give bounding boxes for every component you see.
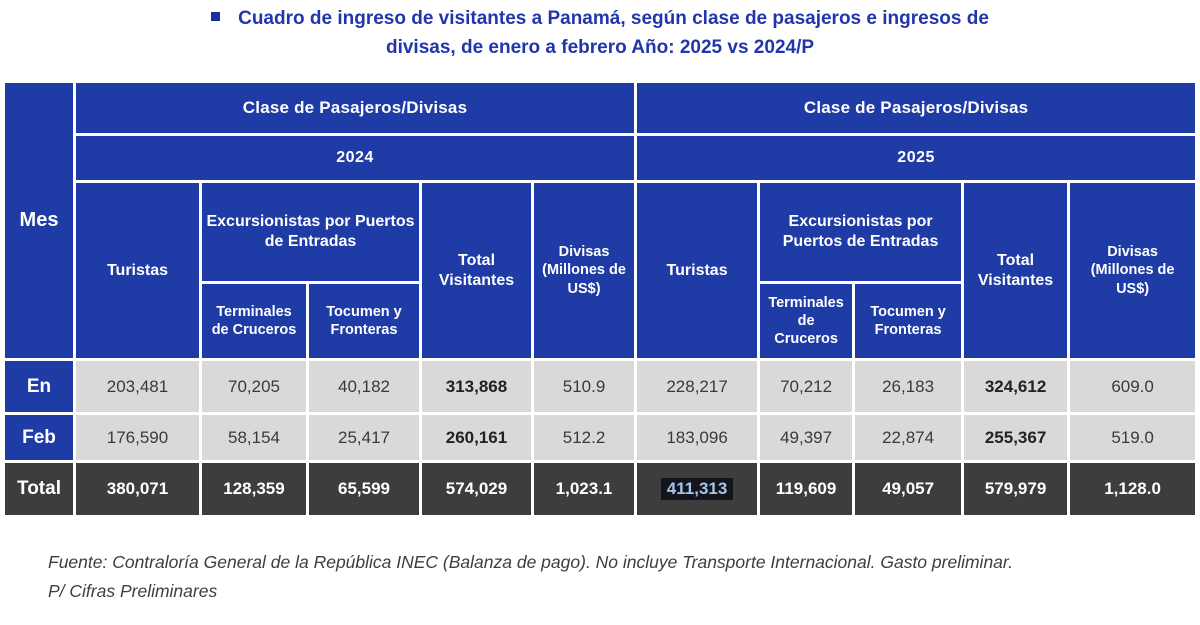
row-label-feb: Feb bbox=[5, 415, 73, 460]
col-header-total-visitantes-2024: Total Visitantes bbox=[422, 183, 531, 358]
source-note: Fuente: Contraloría General de la Repúbl… bbox=[48, 548, 1188, 606]
header-mes: Mes bbox=[5, 83, 73, 358]
table-row: Mes Clase de Pasajeros/Divisas Clase de … bbox=[5, 83, 1196, 358]
row-label-en: En bbox=[5, 361, 73, 412]
col-header-terminales-2025: Terminales de Cruceros bbox=[760, 284, 853, 358]
header-year-2025: 2025 bbox=[637, 136, 1196, 180]
cell-feb-total-2025: 255,367 bbox=[964, 415, 1068, 460]
cell-total-divisas-2024: 1,023.1 bbox=[534, 463, 635, 515]
cell-en-terminales-2025: 70,212 bbox=[760, 361, 853, 412]
cell-total-divisas-2025: 1,128.0 bbox=[1070, 463, 1196, 515]
table-row: Turistas Excursionistas por Puertos de E… bbox=[5, 183, 1196, 358]
bullet-square-icon bbox=[211, 12, 221, 22]
col-header-total-visitantes-2025: Total Visitantes bbox=[964, 183, 1068, 358]
table-row-total: Total 380,071 128,359 65,599 574,029 1,0… bbox=[5, 463, 1196, 515]
cell-feb-tocumen-2024: 25,417 bbox=[309, 415, 419, 460]
title-line-2: divisas, de enero a febrero Año: 2025 vs… bbox=[385, 36, 815, 58]
source-note-line-2: P/ Cifras Preliminares bbox=[48, 580, 218, 601]
cell-feb-turistas-2025: 183,096 bbox=[637, 415, 758, 460]
cell-feb-terminales-2025: 49,397 bbox=[760, 415, 853, 460]
col-header-tocumen-2024: Tocumen y Fronteras bbox=[309, 284, 419, 358]
cell-en-turistas-2025: 228,217 bbox=[637, 361, 758, 412]
cell-feb-tocumen-2025: 22,874 bbox=[855, 415, 962, 460]
col-header-turistas-2024: Turistas bbox=[76, 183, 199, 358]
selected-text-highlight: 411,313 bbox=[660, 478, 734, 500]
table-row: Terminales de Cruceros Tocumen y Fronter… bbox=[5, 284, 1195, 358]
cell-feb-turistas-2024: 176,590 bbox=[76, 415, 199, 460]
cell-total-turistas-2025: 411,313 bbox=[637, 463, 758, 515]
cell-en-tocumen-2024: 40,182 bbox=[309, 361, 419, 412]
col-header-divisas-2024: Divisas (Millones de US$) bbox=[534, 183, 635, 358]
cell-total-tocumen-2025: 49,057 bbox=[855, 463, 962, 515]
title-line-1: Cuadro de ingreso de visitantes a Panamá… bbox=[238, 8, 989, 29]
table-row: 2024 2025 bbox=[5, 136, 1196, 180]
cell-total-total-2024: 574,029 bbox=[422, 463, 531, 515]
visitors-table: Mes Clase de Pasajeros/Divisas Clase de … bbox=[2, 80, 1199, 518]
cell-feb-terminales-2024: 58,154 bbox=[202, 415, 306, 460]
cell-en-divisas-2025: 609.0 bbox=[1070, 361, 1196, 412]
cell-total-turistas-2024: 380,071 bbox=[76, 463, 199, 515]
cell-en-turistas-2024: 203,481 bbox=[76, 361, 199, 412]
cell-en-divisas-2024: 510.9 bbox=[534, 361, 635, 412]
col-header-divisas-2025: Divisas (Millones de US$) bbox=[1070, 183, 1196, 358]
cell-total-tocumen-2024: 65,599 bbox=[309, 463, 419, 515]
cell-total-terminales-2025: 119,609 bbox=[760, 463, 853, 515]
table-row-enero: En 203,481 70,205 40,182 313,868 510.9 2… bbox=[5, 361, 1196, 412]
cell-feb-divisas-2024: 512.2 bbox=[534, 415, 635, 460]
col-header-turistas-2025: Turistas bbox=[637, 183, 758, 358]
header-group-2024: Clase de Pasajeros/Divisas bbox=[76, 83, 635, 133]
row-label-total: Total bbox=[5, 463, 73, 515]
cell-total-terminales-2024: 128,359 bbox=[202, 463, 306, 515]
source-note-line-1: Fuente: Contraloría General de la Repúbl… bbox=[48, 552, 1013, 572]
cell-feb-divisas-2025: 519.0 bbox=[1070, 415, 1196, 460]
col-header-excursionistas-2024: Excursionistas por Puertos de Entradas bbox=[202, 183, 419, 281]
table-row-febrero: Feb 176,590 58,154 25,417 260,161 512.2 … bbox=[5, 415, 1196, 460]
cell-total-total-2025: 579,979 bbox=[964, 463, 1068, 515]
cell-en-terminales-2024: 70,205 bbox=[202, 361, 306, 412]
col-header-excursionistas-2025: Excursionistas por Puertos de Entradas bbox=[760, 183, 962, 281]
cell-feb-total-2024: 260,161 bbox=[422, 415, 531, 460]
col-header-terminales-2024: Terminales de Cruceros bbox=[202, 284, 306, 358]
cell-en-total-2025: 324,612 bbox=[964, 361, 1068, 412]
col-header-tocumen-2025: Tocumen y Fronteras bbox=[855, 284, 962, 358]
cell-en-total-2024: 313,868 bbox=[422, 361, 531, 412]
cell-en-tocumen-2025: 26,183 bbox=[855, 361, 962, 412]
header-year-2024: 2024 bbox=[76, 136, 635, 180]
header-group-2025: Clase de Pasajeros/Divisas bbox=[637, 83, 1196, 133]
page-title: Cuadro de ingreso de visitantes a Panamá… bbox=[0, 5, 1200, 62]
